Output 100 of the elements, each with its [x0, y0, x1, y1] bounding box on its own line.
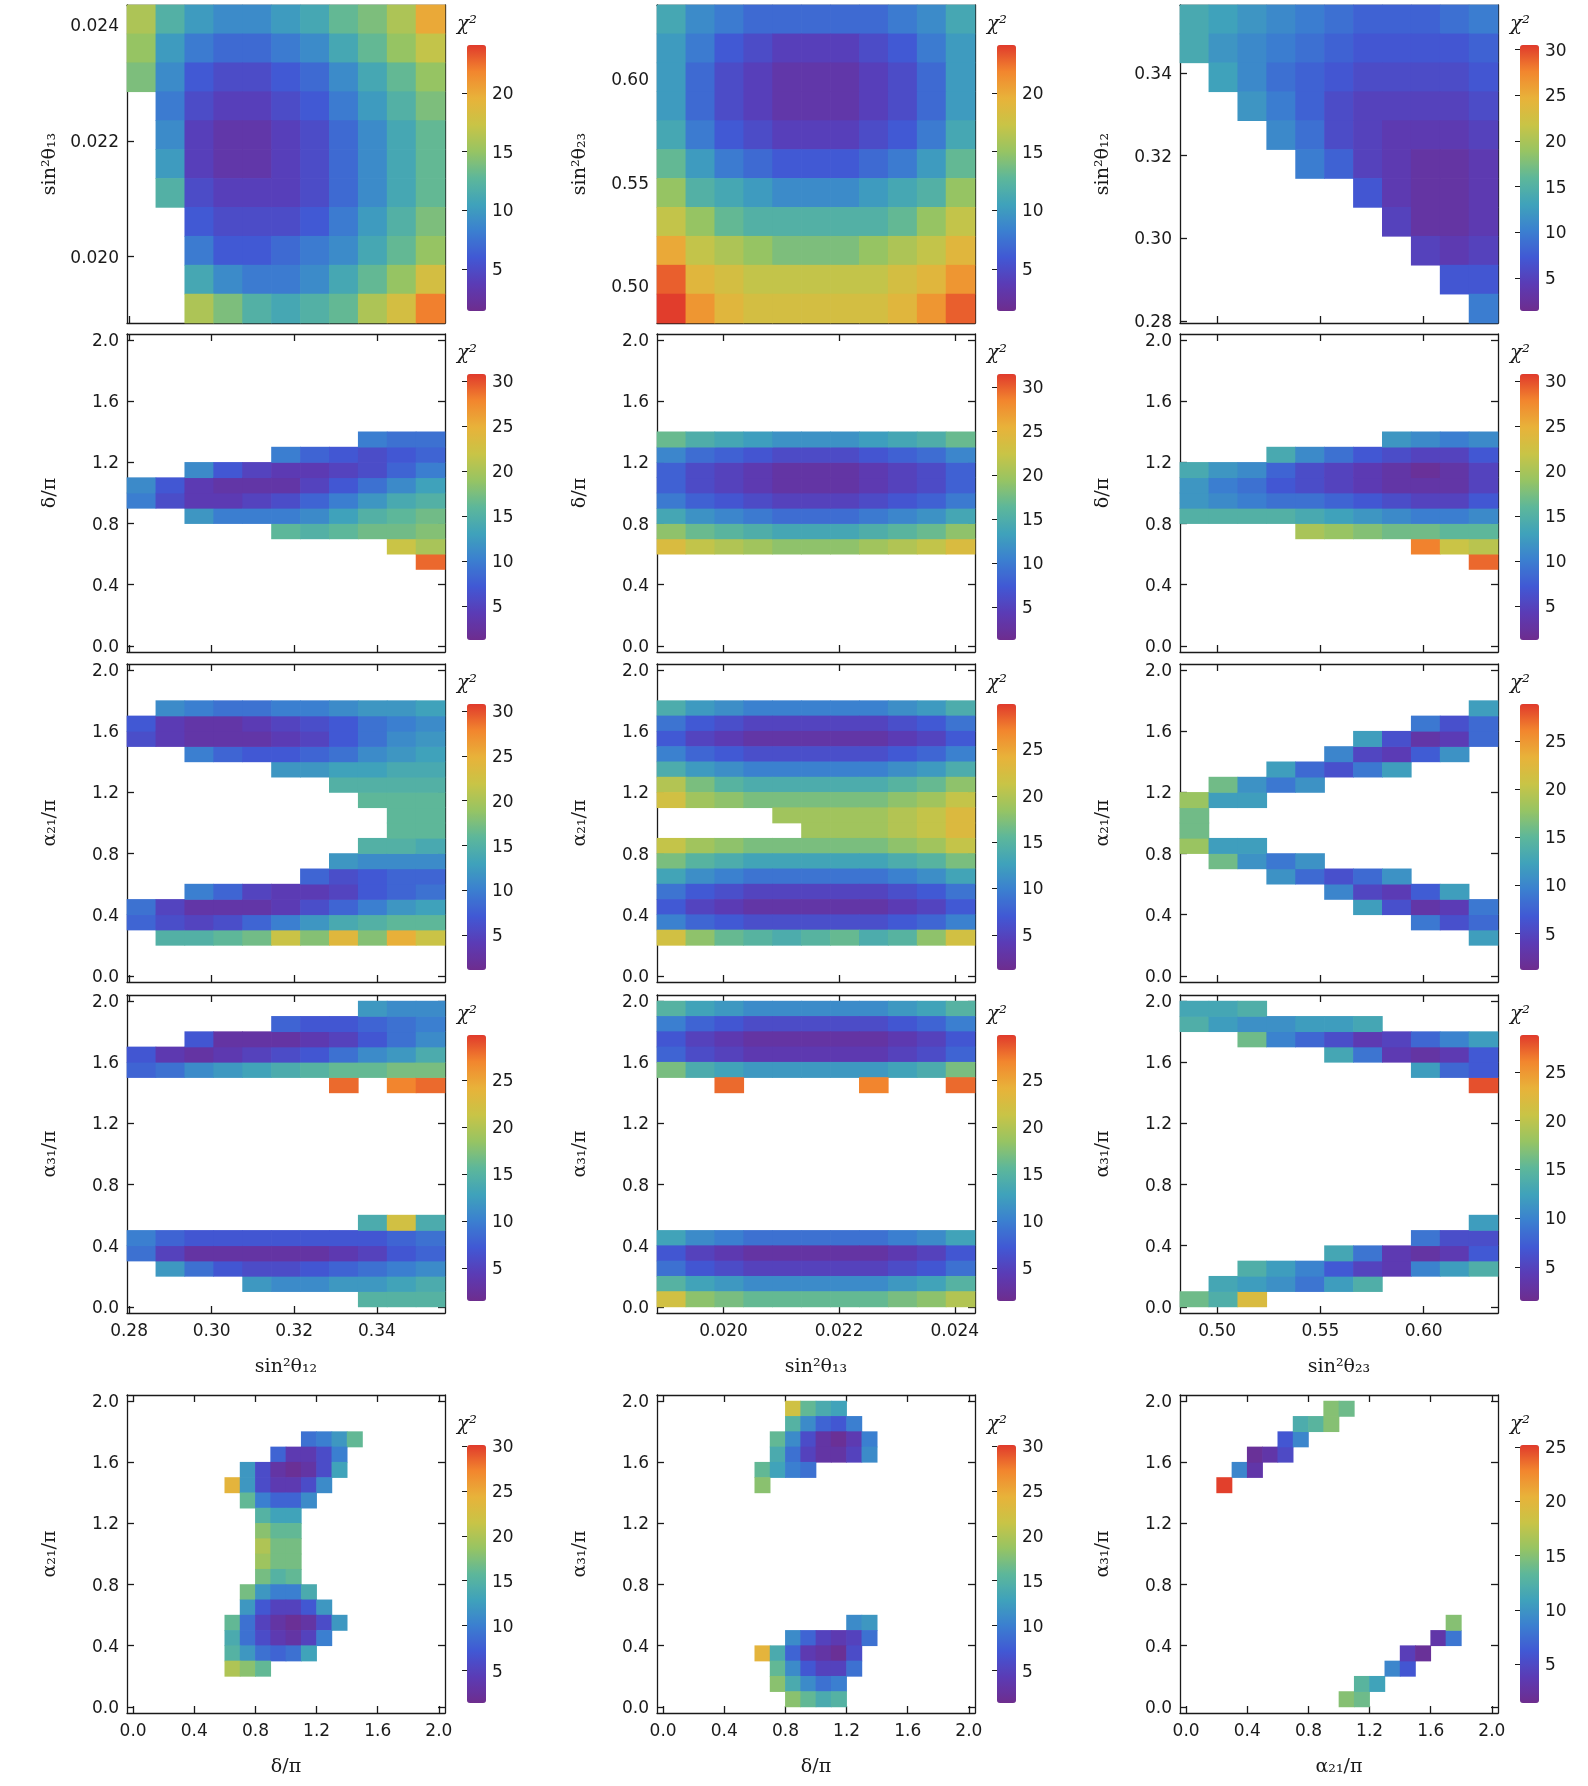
y-axis-title: δ/π	[1089, 477, 1112, 509]
x-tick-label: 0.60	[1404, 1319, 1443, 1340]
x-axis-title: sin²θ₁₂	[254, 1353, 318, 1376]
point	[846, 1614, 863, 1631]
y-tick-label: 2.0	[1144, 1391, 1172, 1412]
point	[1415, 1645, 1432, 1662]
x-axis-title: sin²θ₂₃	[1307, 1353, 1371, 1376]
y-tick-label: 0.0	[91, 965, 119, 986]
x-axis-title: sin²θ₁₃	[784, 1353, 848, 1376]
color-bar-title: χ²	[984, 1001, 1008, 1025]
color-bar-label: 20	[1545, 1110, 1567, 1131]
color-bar-label: 15	[1545, 505, 1567, 526]
color-bar-label: 20	[1022, 83, 1044, 104]
y-tick-label: 0.8	[1144, 1574, 1172, 1595]
color-bar-label: 5	[1022, 1258, 1033, 1279]
y-tick-label: 0.4	[1144, 1635, 1172, 1656]
point	[800, 1691, 817, 1708]
x-tick-label: 0.4	[710, 1719, 738, 1740]
y-tick-label: 0.8	[91, 1174, 119, 1195]
color-bar-label: 30	[1022, 377, 1044, 398]
point	[1384, 1660, 1401, 1677]
point	[830, 1691, 847, 1708]
x-tick-label: 0.0	[649, 1719, 677, 1740]
y-axis-title: α₃₁/π	[1089, 1530, 1112, 1578]
point	[815, 1446, 832, 1463]
point	[861, 1630, 878, 1647]
y-tick-label: 0.4	[621, 574, 649, 595]
x-tick-label: 0.32	[275, 1319, 314, 1340]
y-axis-title: sin²θ₁₂	[1089, 132, 1112, 196]
point	[1338, 1691, 1355, 1708]
point	[1353, 1691, 1370, 1708]
y-axis-title: α₂₁/π	[566, 799, 589, 847]
point	[785, 1691, 802, 1708]
color-bar-label: 5	[1545, 923, 1556, 944]
color-bar-label: 5	[1545, 268, 1556, 289]
color-bar-label: 15	[1545, 1159, 1567, 1180]
color-bar-label: 10	[1545, 875, 1567, 896]
color-bar-title: χ²	[1507, 1411, 1531, 1435]
point	[800, 1431, 817, 1448]
color-bar-label: 30	[1022, 1435, 1044, 1456]
x-tick-label: 2.0	[955, 1719, 983, 1740]
x-tick-label: 1.2	[833, 1719, 861, 1740]
point	[800, 1446, 817, 1463]
x-tick-label: 0.022	[814, 1319, 864, 1340]
color-bar-label: 15	[492, 1570, 514, 1591]
color-bar-label: 25	[1022, 739, 1044, 760]
y-tick-label: 1.2	[91, 782, 119, 803]
y-tick-label: 2.0	[621, 660, 649, 681]
point	[1445, 1630, 1462, 1647]
color-bar-label: 20	[492, 790, 514, 811]
color-bar-title: χ²	[984, 340, 1008, 364]
y-tick-label: 1.2	[1144, 782, 1172, 803]
y-tick-label: 0.34	[1134, 63, 1172, 84]
color-bar-title: χ²	[454, 670, 478, 694]
y-tick-label: 0.4	[1144, 574, 1172, 595]
point	[846, 1431, 863, 1448]
point	[769, 1645, 786, 1662]
color-bar-label: 20	[1545, 461, 1567, 482]
color-bar-label: 25	[1022, 421, 1044, 442]
point	[830, 1446, 847, 1463]
y-tick-label: 1.2	[91, 1113, 119, 1134]
color-bar-label: 20	[1022, 785, 1044, 806]
color-bar-label: 15	[1022, 141, 1044, 162]
y-tick-label: 0.8	[621, 843, 649, 864]
color-bar-label: 20	[492, 83, 514, 104]
point	[1246, 1461, 1263, 1478]
color-bar-label: 15	[1545, 827, 1567, 848]
y-axis-title: α₂₁/π	[1089, 799, 1112, 847]
y-tick-label: 0.4	[91, 904, 119, 925]
color-bar-label: 20	[1022, 1117, 1044, 1138]
color-bar-label: 25	[1545, 416, 1567, 437]
color-bar-label: 10	[492, 550, 514, 571]
y-tick-label: 0.30	[1134, 228, 1172, 249]
color-bar-label: 15	[492, 505, 514, 526]
x-tick-label: 1.2	[303, 1719, 331, 1740]
x-axis-title: α₂₁/π	[1315, 1753, 1363, 1776]
y-tick-label: 1.6	[91, 721, 119, 742]
point	[754, 1477, 771, 1494]
color-bar-label: 20	[1022, 465, 1044, 486]
y-tick-label: 0.8	[621, 513, 649, 534]
point	[846, 1446, 863, 1463]
color-bar-label: 5	[492, 595, 503, 616]
color-bar-label: 10	[1545, 1208, 1567, 1229]
color-bar-label: 30	[492, 1435, 514, 1456]
point	[1292, 1416, 1309, 1433]
y-tick-label: 0.024	[70, 15, 119, 36]
color-bar-label: 30	[492, 701, 514, 722]
y-tick-label: 1.2	[1144, 1513, 1172, 1534]
point	[1399, 1645, 1416, 1662]
point	[1292, 1431, 1309, 1448]
point	[769, 1675, 786, 1692]
y-tick-label: 0.4	[621, 1235, 649, 1256]
color-bar-title: χ²	[984, 11, 1008, 35]
color-bar-label: 25	[1022, 1070, 1044, 1091]
point	[830, 1675, 847, 1692]
color-bar-label: 10	[492, 200, 514, 221]
y-tick-label: 0.020	[70, 246, 119, 267]
x-tick-label: 0.28	[110, 1319, 148, 1340]
point	[785, 1645, 802, 1662]
point	[830, 1431, 847, 1448]
